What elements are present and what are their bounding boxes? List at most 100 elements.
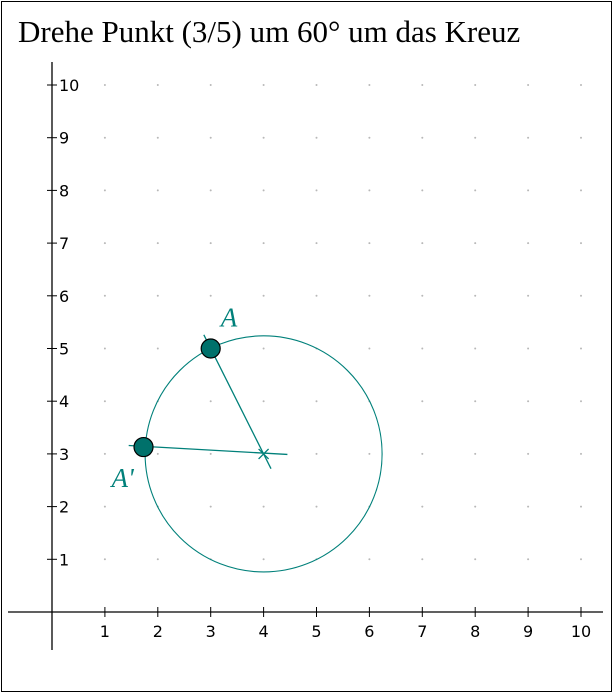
grid-dot: [421, 84, 424, 86]
grid-dot: [156, 558, 159, 561]
rotation-construction: A A': [110, 303, 383, 573]
y-tick-label: 6: [59, 287, 69, 306]
point-a: [200, 338, 221, 359]
grid-dot: [315, 242, 318, 245]
grid-dot: [262, 84, 265, 86]
y-tick-label: 4: [59, 392, 69, 411]
grid-dot: [421, 347, 424, 350]
grid-dot: [474, 136, 477, 139]
grid-dot: [368, 294, 371, 297]
y-tick-label: 10: [59, 76, 79, 95]
point-a-prime-label: A': [110, 463, 135, 493]
grid-dot: [474, 189, 477, 192]
grid-dot: [580, 452, 582, 455]
x-tick-label: 8: [470, 622, 480, 641]
grid-dot: [580, 242, 582, 245]
grid-dot: [315, 136, 318, 139]
grid-dot: [580, 558, 582, 561]
grid-dot: [262, 505, 265, 508]
grid-dot: [580, 400, 582, 403]
grid-dot: [103, 294, 106, 297]
grid-dot: [421, 452, 424, 455]
grid-dot: [580, 84, 582, 86]
grid-dot: [527, 189, 530, 192]
x-tick-label: 7: [417, 622, 427, 641]
grid-dot: [368, 84, 371, 86]
grid-dots: [103, 84, 582, 561]
y-tick-label: 2: [59, 498, 69, 517]
grid-dot: [421, 400, 424, 403]
grid-dot: [580, 136, 582, 139]
x-tick-label: 1: [100, 622, 110, 641]
grid-dot: [421, 558, 424, 561]
grid-dot: [209, 84, 212, 86]
grid-dot: [262, 558, 265, 561]
grid-dot: [527, 294, 530, 297]
grid-dot: [474, 558, 477, 561]
grid-dot: [262, 294, 265, 297]
grid-dot: [474, 505, 477, 508]
grid-dot: [474, 452, 477, 455]
grid-dot: [421, 189, 424, 192]
point-a-label: A: [219, 303, 238, 333]
grid-dot: [156, 347, 159, 350]
grid-dot: [368, 347, 371, 350]
x-tick-label: 9: [523, 622, 533, 641]
grid-dot: [527, 400, 530, 403]
y-tick-label: 5: [59, 340, 69, 359]
grid-dot: [103, 505, 106, 508]
grid-dot: [474, 242, 477, 245]
grid-dot: [580, 294, 582, 297]
point-a-prime: [133, 436, 154, 458]
axes: 1 2 3 4 5 6 7 8 9 10 1 2 3 4 5 6 7 8 9 10: [8, 62, 603, 650]
grid-dot: [156, 294, 159, 297]
y-tick-label: 7: [59, 234, 69, 253]
grid-dot: [156, 189, 159, 192]
grid-dot: [209, 242, 212, 245]
grid-dot: [315, 84, 318, 86]
grid-dot: [262, 347, 265, 350]
grid-dot: [103, 558, 106, 561]
y-tick-label: 1: [59, 550, 69, 569]
grid-dot: [103, 242, 106, 245]
grid-dot: [474, 400, 477, 403]
grid-dot: [368, 189, 371, 192]
grid-dot: [527, 558, 530, 561]
grid-dot: [262, 242, 265, 245]
grid-dot: [527, 242, 530, 245]
grid-dot: [262, 189, 265, 192]
grid-dot: [262, 136, 265, 139]
grid-dot: [368, 136, 371, 139]
grid-dot: [580, 347, 582, 350]
grid-dot: [474, 84, 477, 86]
grid-dot: [474, 294, 477, 297]
x-tick-label: 6: [364, 622, 374, 641]
grid-dot: [368, 558, 371, 561]
grid-dot: [156, 84, 159, 86]
grid-dot: [315, 189, 318, 192]
grid-dot: [262, 400, 265, 403]
grid-dot: [209, 136, 212, 139]
grid-dot: [156, 242, 159, 245]
grid-dot: [209, 505, 212, 508]
page-title: Drehe Punkt (3/5) um 60° um das Kreuz: [18, 14, 521, 49]
grid-dot: [315, 400, 318, 403]
y-tick-label: 3: [59, 445, 69, 464]
x-tick-label: 10: [571, 622, 591, 641]
grid-dot: [527, 452, 530, 455]
grid-dot: [421, 136, 424, 139]
x-tick-label: 5: [311, 622, 321, 641]
grid-dot: [156, 136, 159, 139]
grid-dot: [209, 294, 212, 297]
grid-dot: [209, 189, 212, 192]
grid-dot: [368, 452, 371, 455]
grid-dot: [580, 505, 582, 508]
grid-dot: [103, 347, 106, 350]
grid-dot: [474, 347, 477, 350]
grid-dot: [103, 400, 106, 403]
grid-dot: [527, 505, 530, 508]
grid-dot: [315, 294, 318, 297]
x-tick-label: 4: [259, 622, 269, 641]
grid-dot: [209, 452, 212, 455]
grid-dot: [368, 242, 371, 245]
